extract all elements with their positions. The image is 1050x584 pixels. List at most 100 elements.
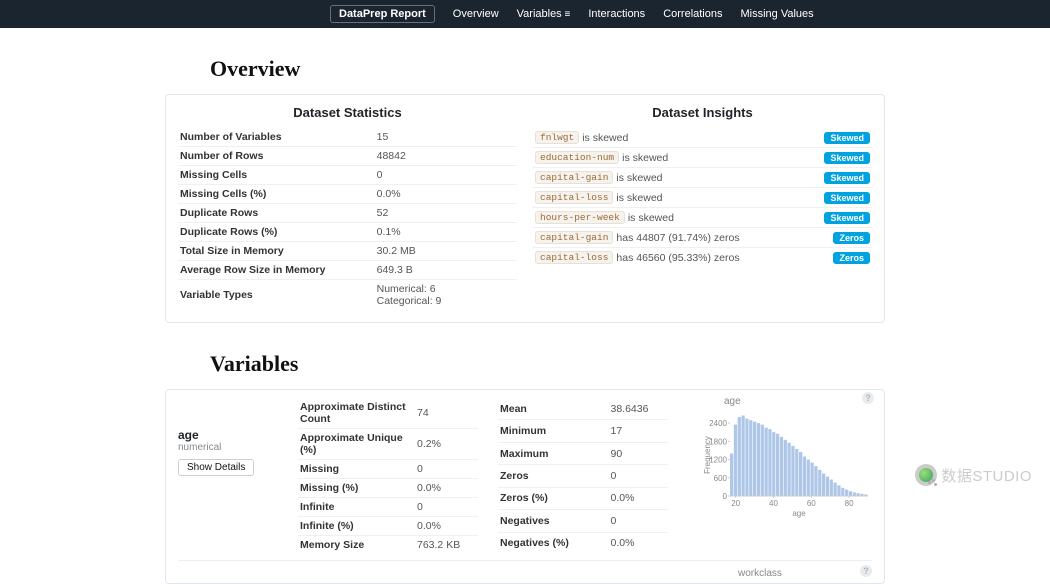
nav-correlations[interactable]: Correlations	[663, 8, 722, 20]
svg-text:600: 600	[714, 474, 728, 483]
var-stat-key: Maximum	[498, 442, 609, 464]
var-stat-row: Infinite0	[298, 498, 478, 517]
variable-info: age numerical Show Details	[178, 398, 298, 476]
insight-text: is skewed	[622, 152, 668, 164]
var-stat-row: Infinite (%)0.0%	[298, 517, 478, 536]
nav-interactions[interactable]: Interactions	[588, 8, 645, 20]
stats-value: 48842	[375, 147, 517, 166]
insight-row: capital-loss has 46560 (95.33%) zerosZer…	[533, 248, 872, 267]
insight-text: is skewed	[616, 192, 662, 204]
stats-key: Missing Cells (%)	[178, 185, 375, 204]
insight-variable-tag: hours-per-week	[535, 211, 625, 224]
var-stat-row: Approximate Distinct Count74	[298, 398, 478, 429]
var-stat-key: Negatives	[498, 510, 609, 532]
show-details-button[interactable]: Show Details	[178, 459, 254, 476]
insight-variable-tag: fnlwgt	[535, 131, 579, 144]
stats-row: Number of Rows48842	[178, 147, 517, 166]
insight-badge: Skewed	[824, 192, 870, 204]
chart-title: age	[724, 396, 741, 407]
stats-row: Average Row Size in Memory649.3 B	[178, 261, 517, 280]
brand-badge: DataPrep Report	[330, 5, 435, 23]
insight-row: education-num is skewedSkewed	[533, 148, 872, 168]
var-stat-value: 74	[415, 398, 478, 429]
svg-text:80: 80	[845, 499, 854, 508]
stats-row: Variable TypesNumerical: 6Categorical: 9	[178, 280, 517, 311]
variable-stats: Approximate Distinct Count74Approximate …	[298, 398, 702, 554]
var-stat-value: 17	[609, 420, 669, 442]
var-stat-row: Zeros0	[498, 465, 668, 487]
stats-value: 0.0%	[375, 185, 517, 204]
insight-row: capital-gain is skewedSkewed	[533, 168, 872, 188]
stats-value: 30.2 MB	[375, 242, 517, 261]
var-stat-key: Mean	[498, 398, 609, 420]
insight-variable-tag: capital-loss	[535, 191, 613, 204]
stats-key: Total Size in Memory	[178, 242, 375, 261]
var-stat-value: 0	[415, 460, 478, 479]
overview-heading: Overview	[210, 56, 885, 82]
stats-key: Average Row Size in Memory	[178, 261, 375, 280]
stats-row: Duplicate Rows52	[178, 204, 517, 223]
stats-value: 0	[375, 166, 517, 185]
var-stat-row: Mean38.6436	[498, 398, 668, 420]
dataset-statistics-col: Dataset Statistics Number of Variables15…	[178, 105, 517, 310]
insight-variable-tag: capital-loss	[535, 251, 613, 264]
var-stat-key: Infinite (%)	[298, 517, 415, 536]
svg-text:0: 0	[723, 492, 728, 501]
variable-card-age: age numerical Show Details Approximate D…	[165, 389, 885, 584]
nav-missing-values[interactable]: Missing Values	[741, 8, 814, 20]
stats-value: 15	[375, 128, 517, 147]
watermark-icon	[915, 464, 937, 486]
stats-value: 0.1%	[375, 223, 517, 242]
var-stat-key: Zeros	[498, 465, 609, 487]
var-stat-row: Missing0	[298, 460, 478, 479]
var-stat-key: Infinite	[298, 498, 415, 517]
nav-variables[interactable]: Variables	[517, 8, 571, 20]
stats-row: Missing Cells (%)0.0%	[178, 185, 517, 204]
variables-heading: Variables	[210, 351, 885, 377]
var-stat-value: 90	[609, 442, 669, 464]
var-stat-key: Approximate Distinct Count	[298, 398, 415, 429]
var-stat-value: 0.0%	[609, 532, 669, 554]
dataset-statistics-table: Number of Variables15Number of Rows48842…	[178, 128, 517, 310]
insight-badge: Zeros	[833, 232, 870, 244]
insight-variable-tag: education-num	[535, 151, 619, 164]
insight-variable-tag: capital-gain	[535, 231, 613, 244]
var-stat-value: 0.0%	[609, 487, 669, 509]
stats-key: Number of Variables	[178, 128, 375, 147]
help-icon[interactable]: ?	[862, 392, 874, 404]
var-stat-row: Minimum17	[498, 420, 668, 442]
stats-key: Missing Cells	[178, 166, 375, 185]
dataset-insights-col: Dataset Insights fnlwgt is skewedSkewede…	[533, 105, 872, 310]
stats-row: Missing Cells0	[178, 166, 517, 185]
insight-text: is skewed	[582, 132, 628, 144]
var-stat-value: 0.0%	[415, 479, 478, 498]
overview-card: Dataset Statistics Number of Variables15…	[165, 94, 885, 323]
insight-variable-tag: capital-gain	[535, 171, 613, 184]
var-stat-key: Missing	[298, 460, 415, 479]
insight-badge: Skewed	[824, 172, 870, 184]
var-stat-value: 0.2%	[415, 429, 478, 460]
stats-key: Duplicate Rows (%)	[178, 223, 375, 242]
nav-overview[interactable]: Overview	[453, 8, 499, 20]
insight-text: is skewed	[628, 212, 674, 224]
var-stat-value: 0.0%	[415, 517, 478, 536]
var-stat-row: Maximum90	[498, 442, 668, 464]
var-stat-value: 0	[609, 510, 669, 532]
svg-text:Frequency: Frequency	[703, 436, 712, 474]
stats-value: Numerical: 6Categorical: 9	[375, 280, 517, 311]
var-stat-value: 763.2 KB	[415, 536, 478, 555]
insight-row: capital-loss is skewed Skewed	[533, 188, 872, 208]
histogram-svg: 0600120018002400Frequency20406080age	[702, 408, 872, 518]
help-icon[interactable]: ?	[860, 565, 872, 577]
insight-row: capital-gain has 44807 (91.74%) zerosZer…	[533, 228, 872, 248]
var-stat-key: Negatives (%)	[498, 532, 609, 554]
var-stat-row: Missing (%)0.0%	[298, 479, 478, 498]
stats-row: Total Size in Memory30.2 MB	[178, 242, 517, 261]
var-stat-row: Zeros (%)0.0%	[498, 487, 668, 509]
insight-badge: Skewed	[824, 132, 870, 144]
insight-text: has 46560 (95.33%) zeros	[616, 252, 739, 264]
var-stat-row: Memory Size763.2 KB	[298, 536, 478, 555]
var-stat-key: Missing (%)	[298, 479, 415, 498]
svg-text:60: 60	[807, 499, 816, 508]
svg-text:20: 20	[731, 499, 740, 508]
